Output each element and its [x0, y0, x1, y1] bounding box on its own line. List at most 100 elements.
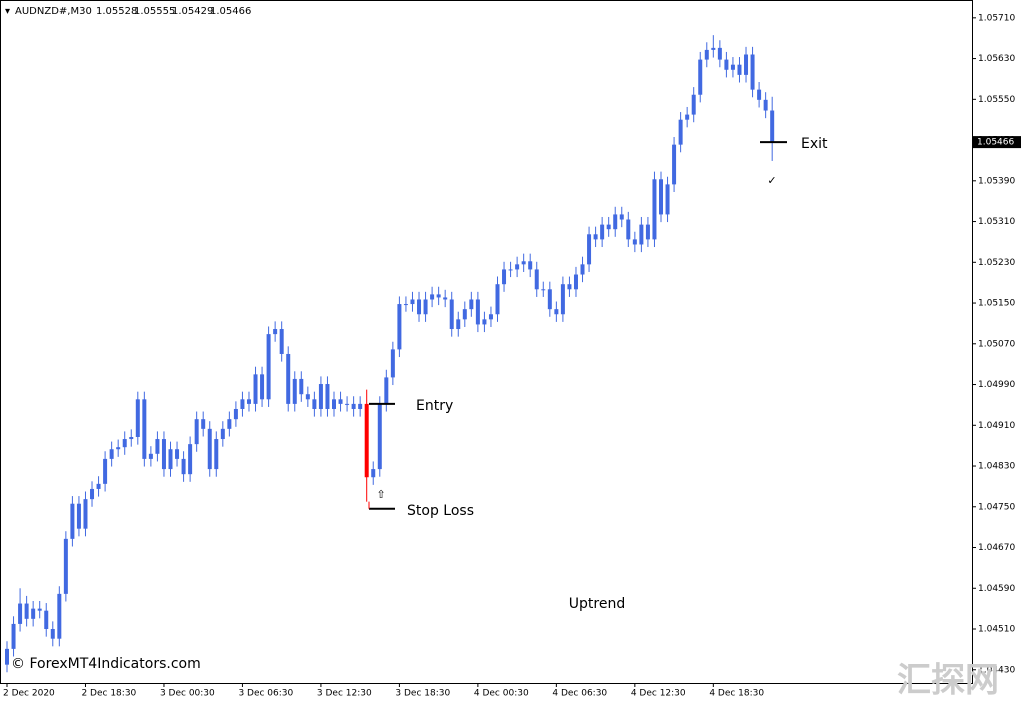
candle-body	[63, 538, 68, 594]
candle-body	[567, 284, 572, 290]
x-tick-label: 4 Dec 18:30	[709, 689, 764, 699]
candle-body	[521, 261, 526, 265]
candle-body	[619, 214, 624, 220]
candle-body	[129, 436, 134, 440]
candle-body	[148, 453, 153, 459]
candle-body	[488, 314, 493, 320]
candle-body	[155, 439, 160, 454]
x-tick-label: 3 Dec 18:30	[395, 689, 450, 699]
candle-body	[502, 269, 507, 285]
y-tick-label: 1.04990	[978, 380, 1015, 390]
candle-body	[364, 403, 369, 478]
candle-body	[515, 264, 520, 270]
candle-body	[403, 304, 408, 306]
candle-body	[397, 304, 402, 350]
candle-body	[377, 403, 382, 470]
arrow-icon: ⇧	[376, 488, 385, 501]
candle-body	[534, 269, 539, 290]
candle-body	[18, 603, 23, 624]
candle-body	[266, 334, 271, 400]
level-label: Stop Loss	[407, 503, 474, 519]
candle-body	[430, 294, 435, 300]
candle-body	[11, 623, 16, 649]
candle-body	[730, 64, 735, 70]
candle-body	[103, 458, 108, 484]
candle-body	[240, 399, 245, 409]
y-tick-label: 1.05630	[978, 54, 1015, 64]
header-high: 1.05555	[134, 6, 175, 17]
candle-body	[181, 458, 186, 475]
candle-body	[390, 349, 395, 378]
candle-body	[508, 269, 513, 271]
candle-body	[292, 378, 297, 404]
candle-body	[305, 394, 310, 400]
candle-body	[253, 374, 258, 404]
candle-body	[436, 294, 441, 298]
candle-body	[482, 319, 487, 325]
candle-body	[665, 184, 670, 215]
y-tick-label: 1.05550	[978, 95, 1015, 105]
candle-body	[57, 593, 62, 639]
y-tick-label: 1.05070	[978, 339, 1015, 349]
candle-body	[449, 299, 454, 330]
candle-body	[475, 299, 480, 325]
x-tick-label: 3 Dec 12:30	[317, 689, 372, 699]
candle-body	[345, 403, 350, 405]
candle-body	[5, 648, 9, 665]
candle-body	[423, 299, 428, 315]
x-tick-label: 3 Dec 06:30	[238, 689, 293, 699]
candle-body	[233, 408, 238, 420]
level-label: Entry	[416, 398, 453, 414]
candle-body	[50, 629, 55, 639]
candle-body	[37, 608, 42, 611]
x-tick-label: 4 Dec 00:30	[474, 689, 529, 699]
y-tick-label: 1.04590	[978, 584, 1015, 594]
x-tick-label: 4 Dec 06:30	[552, 689, 607, 699]
candle-body	[600, 224, 605, 240]
candle-body	[613, 214, 618, 230]
candle-body	[645, 224, 650, 240]
candle-body	[332, 399, 336, 409]
trend-label: Uptrend	[569, 596, 625, 612]
candle-body	[462, 309, 467, 320]
candle-body	[495, 284, 500, 315]
candle-body	[44, 610, 49, 630]
y-tick-label: 1.04830	[978, 462, 1015, 472]
symbol: AUDNZD#,M30	[15, 6, 92, 17]
x-tick-label: 2 Dec 18:30	[81, 689, 136, 699]
candle-body	[135, 399, 140, 437]
x-tick-label: 4 Dec 12:30	[631, 689, 686, 699]
y-tick-label: 1.04670	[978, 543, 1015, 553]
candle-body	[168, 449, 173, 470]
candle-body	[744, 54, 749, 75]
candle-body	[260, 374, 265, 400]
candle-body	[286, 353, 291, 404]
y-tick-label: 1.04430	[978, 665, 1015, 675]
candle-body	[691, 94, 696, 115]
candle-body	[547, 289, 552, 310]
candle-body	[763, 99, 768, 111]
candle-body	[109, 449, 114, 459]
candle-body	[312, 399, 317, 409]
candle-body	[325, 384, 330, 409]
candle-body	[606, 224, 611, 230]
candle-body	[207, 428, 212, 470]
candle-body	[90, 488, 95, 500]
candle-body	[757, 89, 762, 100]
candle-body	[351, 403, 356, 409]
x-tick-label: 3 Dec 00:30	[160, 689, 215, 699]
candle-body	[70, 503, 75, 539]
header-low: 1.05429	[172, 6, 213, 17]
candle-body	[469, 299, 474, 310]
watermark: 汇探网	[897, 661, 999, 701]
candle-body	[246, 399, 251, 404]
candle-body	[142, 399, 147, 459]
candle-body	[587, 234, 592, 265]
candle-body	[318, 384, 323, 409]
candle-body	[76, 503, 81, 529]
candle-body	[96, 483, 101, 489]
candle-body	[220, 428, 225, 440]
candle-body	[737, 64, 742, 75]
candle-body	[201, 419, 206, 429]
